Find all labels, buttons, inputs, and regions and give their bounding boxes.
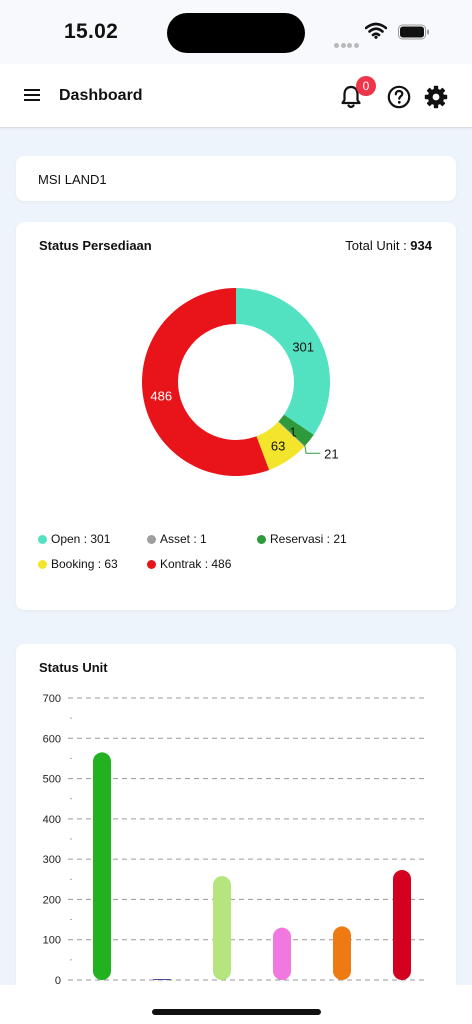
gear-icon[interactable]: [424, 85, 448, 109]
legend-asset[interactable]: Asset : 1: [147, 532, 207, 546]
y-tick-label: 400: [43, 814, 61, 826]
legend-dot-reservasi: [257, 535, 266, 544]
legend-dot-booking: [38, 560, 47, 569]
unit-status-title: Status Unit: [39, 660, 108, 675]
y-tick-label: 600: [43, 733, 61, 745]
bar-5[interactable]: [333, 926, 351, 980]
donut-label-asset: 1: [289, 424, 296, 439]
help-circle-icon[interactable]: [387, 85, 411, 109]
bar-4[interactable]: [273, 927, 291, 980]
inventory-donut-chart: 301 21 1 63 486: [141, 288, 339, 476]
home-indicator[interactable]: [152, 1009, 321, 1015]
bar-3[interactable]: [213, 876, 231, 980]
project-selector[interactable]: MSI LAND1: [16, 156, 456, 201]
donut-slice-reservasi[interactable]: [278, 414, 314, 447]
legend-dot-kontrak: [147, 560, 156, 569]
bar-1[interactable]: [93, 752, 111, 980]
unit-status-card: Status Unit 0 100 200 300 400 500 600 700: [16, 644, 456, 1004]
inventory-title: Status Persediaan: [39, 238, 152, 253]
legend-booking-label: Booking : 63: [51, 557, 118, 571]
app-header: Dashboard 0: [0, 64, 472, 128]
y-tick-label: 0: [55, 975, 61, 986]
unit-status-bar-chart: 0 100 200 300 400 500 600 700: [43, 693, 428, 986]
legend-open[interactable]: Open : 301: [38, 532, 110, 546]
bar-2[interactable]: [153, 979, 171, 980]
y-tick-label: 500: [43, 774, 61, 786]
inventory-status-card: Status Persediaan Total Unit : 934 301 21…: [16, 222, 456, 610]
donut-leader-line-reservasi: [302, 435, 321, 454]
y-tick-label: 200: [43, 894, 61, 906]
dynamic-island: [167, 13, 305, 53]
legend-kontrak[interactable]: Kontrak : 486: [147, 557, 231, 571]
legend-open-label: Open : 301: [51, 532, 111, 546]
donut-slice-asset[interactable]: [278, 421, 305, 447]
legend-asset-label: Asset : 1: [160, 532, 207, 546]
legend-reservasi-label: Reservasi : 21: [270, 532, 347, 546]
y-tick-label: 700: [43, 693, 61, 705]
total-unit-label: Total Unit :: [345, 238, 411, 253]
page-title: Dashboard: [59, 87, 143, 104]
legend-booking[interactable]: Booking : 63: [38, 557, 118, 571]
hamburger-menu-icon[interactable]: [24, 89, 40, 103]
bell-icon[interactable]: [339, 84, 363, 110]
donut-slice-open[interactable]: [236, 288, 330, 435]
legend-dot-open: [38, 535, 47, 544]
project-name: MSI LAND1: [38, 172, 107, 187]
battery-icon: [398, 24, 429, 40]
total-unit: Total Unit : 934: [345, 238, 432, 253]
bottom-safe-area: [0, 985, 472, 1024]
status-time: 15.02: [64, 20, 119, 43]
donut-label-open: 301: [292, 339, 314, 354]
donut-label-kontrak: 486: [150, 389, 172, 404]
y-tick-label: 300: [43, 854, 61, 866]
legend-dot-asset: [147, 535, 156, 544]
cellular-signal-icon: [334, 35, 360, 53]
bar-6[interactable]: [393, 870, 411, 980]
donut-label-booking: 63: [271, 438, 285, 453]
legend-reservasi[interactable]: Reservasi : 21: [257, 532, 347, 546]
donut-label-reservasi: 21: [324, 446, 338, 461]
donut-slice-kontrak[interactable]: [141, 288, 270, 476]
wifi-icon: [365, 22, 387, 39]
total-unit-value: 934: [410, 238, 432, 253]
status-bar: 15.02: [0, 0, 472, 64]
y-tick-label: 100: [43, 935, 61, 947]
legend-kontrak-label: Kontrak : 486: [160, 557, 232, 571]
notification-badge: 0: [356, 76, 376, 96]
donut-slice-booking[interactable]: [256, 421, 305, 470]
